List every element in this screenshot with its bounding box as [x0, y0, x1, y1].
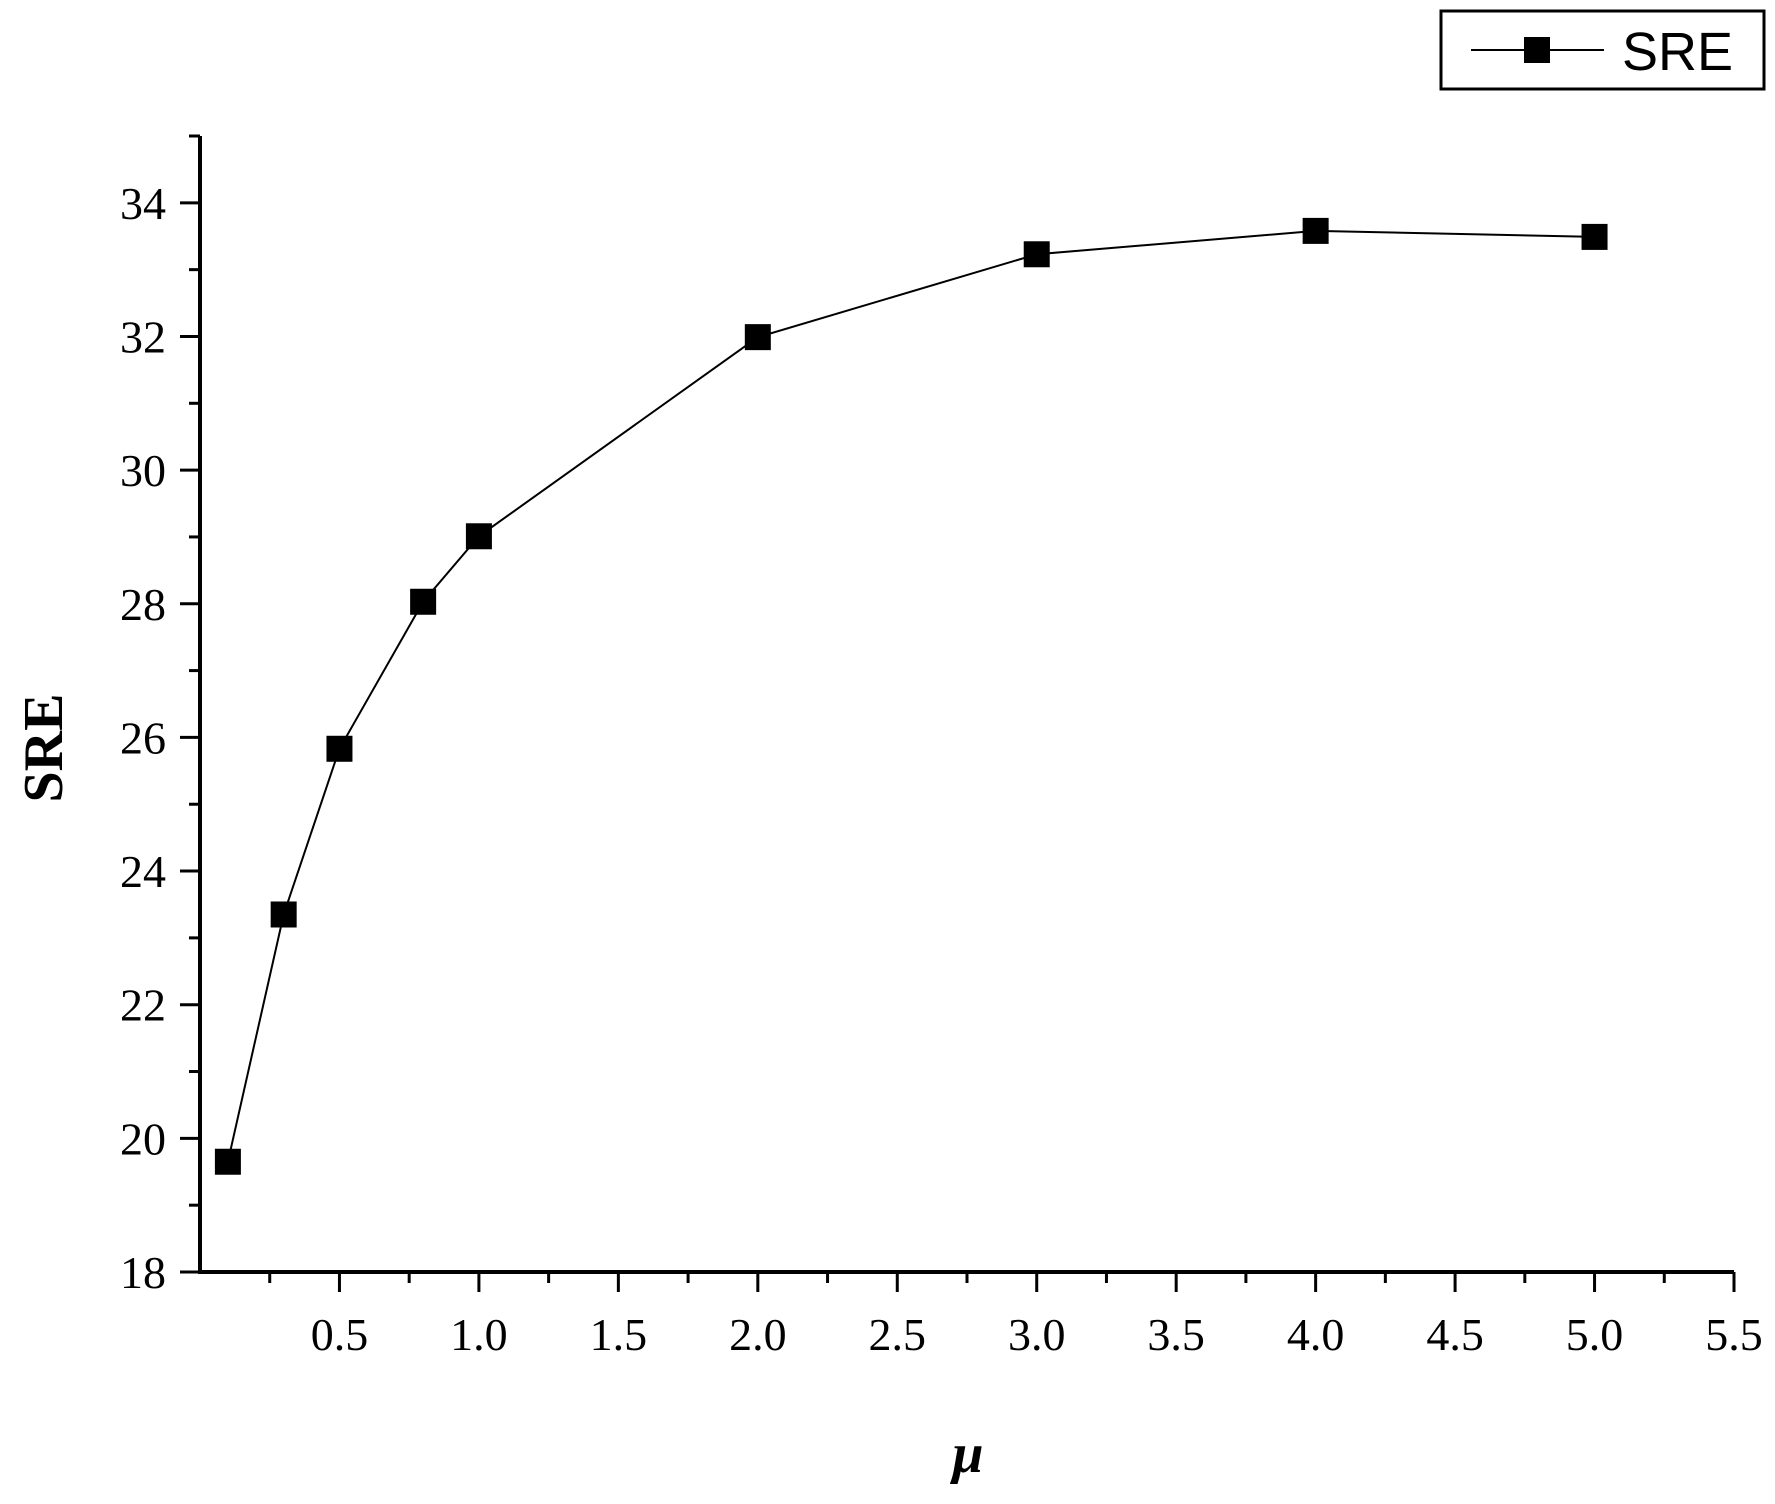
data-point — [744, 324, 771, 351]
y-tick-label: 34 — [120, 178, 166, 229]
x-axis-ticks: 0.5 1.0 1.5 2.0 2.5 3.0 3.5 4.0 4.5 5.0 5.5 — [268, 1272, 1763, 1360]
data-point — [410, 588, 437, 615]
data-point — [1581, 223, 1608, 250]
y-tick-label: 18 — [120, 1247, 166, 1298]
axes — [198, 136, 1734, 1274]
legend: SRE — [1439, 9, 1766, 91]
x-tick-label: 3.5 — [1147, 1309, 1205, 1360]
y-tick-label: 22 — [120, 980, 166, 1031]
x-tick-label: 5.5 — [1705, 1309, 1763, 1360]
x-tick-label: 1.5 — [590, 1309, 648, 1360]
data-point — [214, 1148, 241, 1175]
x-tick-label: 2.0 — [729, 1309, 787, 1360]
data-point — [465, 523, 492, 550]
data-point — [1023, 241, 1050, 268]
x-tick-label: 4.0 — [1287, 1309, 1345, 1360]
y-tick-label: 28 — [120, 579, 166, 630]
legend-label: SRE — [1622, 22, 1733, 82]
series-layer — [214, 217, 1608, 1175]
x-tick-label: 4.5 — [1426, 1309, 1484, 1360]
y-tick-label: 26 — [120, 712, 166, 763]
x-axis-title: μ — [949, 1423, 983, 1485]
data-point — [1302, 217, 1329, 244]
data-point — [270, 901, 297, 928]
data-point — [326, 735, 353, 762]
y-tick-label: 30 — [120, 445, 166, 496]
x-tick-label: 2.5 — [869, 1309, 927, 1360]
legend-marker — [1524, 37, 1550, 63]
x-tick-label: 0.5 — [311, 1309, 369, 1360]
y-axis-title: SRE — [13, 694, 75, 803]
x-tick-label: 3.0 — [1008, 1309, 1066, 1360]
x-tick-label: 1.0 — [450, 1309, 508, 1360]
y-tick-label: 20 — [120, 1113, 166, 1164]
x-tick-label: 5.0 — [1566, 1309, 1624, 1360]
series-line — [226, 229, 1595, 1162]
y-tick-label: 32 — [120, 311, 166, 362]
y-axis-ticks: 18 20 22 24 26 28 30 32 34 — [120, 134, 200, 1298]
y-tick-label: 24 — [120, 846, 166, 897]
